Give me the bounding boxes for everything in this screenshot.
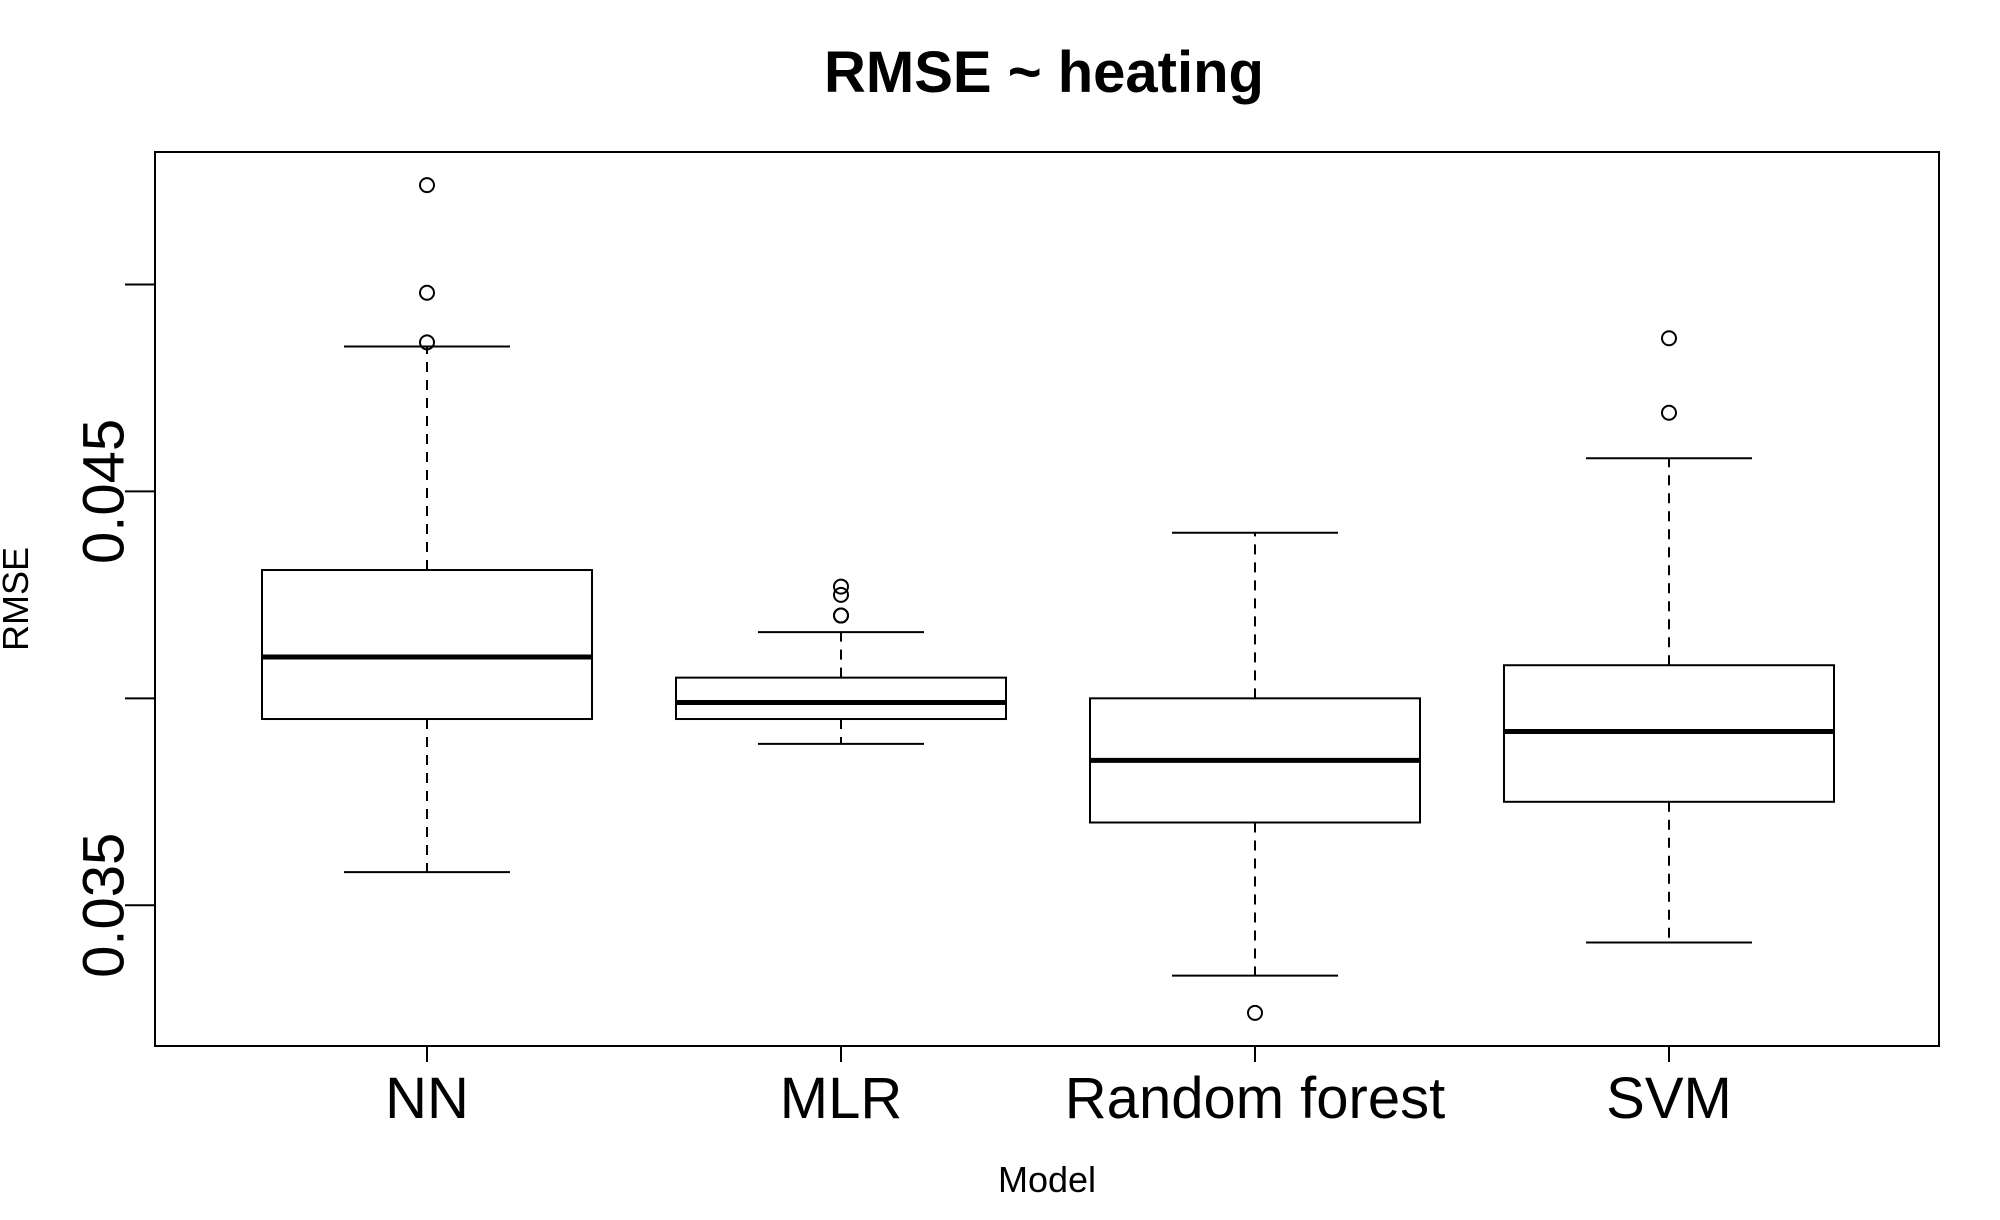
- y-tick-label: 0.035: [72, 833, 137, 978]
- x-axis: NN MLR Random forest SVM: [385, 1046, 1732, 1131]
- outlier-point: [419, 334, 435, 351]
- outlier-point: [833, 578, 849, 595]
- plot-area-frame: [154, 151, 1940, 1047]
- outlier-point: [419, 177, 435, 194]
- outlier-point: [833, 607, 849, 624]
- outlier-point: [1661, 330, 1677, 347]
- x-axis-label: Model: [998, 1159, 1096, 1200]
- chart-title: RMSE ~ heating: [824, 40, 1264, 105]
- y-axis: 0.035 0.045: [72, 283, 155, 978]
- box-mlr: [675, 578, 1007, 745]
- box-iqr: [675, 676, 1007, 721]
- y-tick-label: 0.045: [72, 419, 137, 564]
- outlier-point: [419, 284, 435, 301]
- outlier-point: [833, 586, 849, 603]
- box-series: [261, 177, 1835, 1021]
- box-random-forest: [1089, 531, 1421, 1021]
- x-tick-label: MLR: [780, 1066, 902, 1131]
- y-axis-label: RMSE: [0, 547, 36, 651]
- box-iqr: [261, 569, 593, 721]
- outlier-point: [1247, 1004, 1263, 1021]
- x-tick-label: Random forest: [1065, 1066, 1445, 1131]
- box-nn: [261, 177, 593, 874]
- box-svm: [1503, 330, 1835, 944]
- x-tick-label: SVM: [1606, 1066, 1732, 1131]
- outlier-point: [1661, 404, 1677, 421]
- x-tick-label: NN: [385, 1066, 469, 1131]
